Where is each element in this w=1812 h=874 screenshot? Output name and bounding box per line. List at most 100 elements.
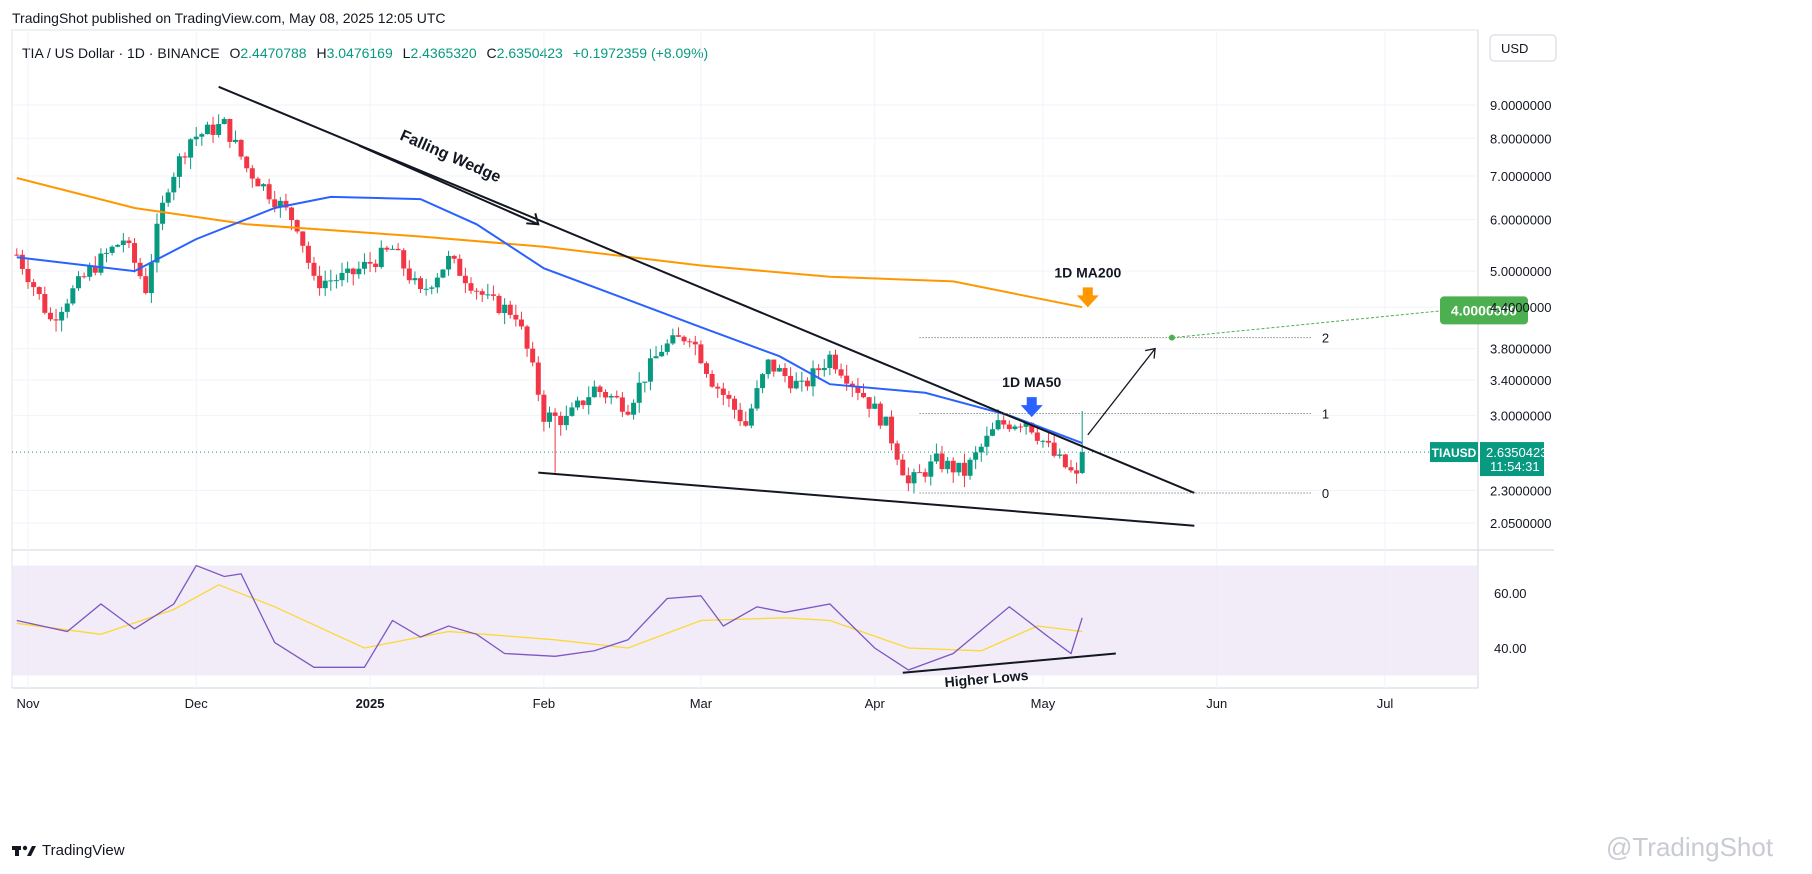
candle-body [687,341,693,343]
currency-button [1489,34,1557,62]
candle-body [283,200,289,208]
candle-body [249,168,255,179]
candle-body [210,124,216,135]
rsi-line [16,564,1083,671]
candle-body [631,402,637,415]
candle-body [1068,467,1074,471]
candle-body [603,391,609,398]
candle-body [917,472,923,474]
candle-body [530,348,536,363]
candle-body [928,461,934,477]
candle-body [591,386,597,398]
symbol-title[interactable]: TIA / US Dollar · 1D · BINANCE [22,45,220,61]
candle-body [681,336,687,342]
candle-body [70,288,76,304]
candle-body [98,253,104,273]
candle-body [1051,442,1057,456]
candle-body [911,472,917,484]
candle-body [261,184,267,187]
indicator-lines [12,177,1478,671]
candle-body [743,421,749,426]
price-tick-label: 3.0000000 [1490,408,1551,423]
time-tick-label: May [1031,696,1056,711]
low-value: 2.4365320 [410,45,477,61]
candle-body [894,443,900,460]
symbol-tag-label: TIAUSD [1432,446,1477,460]
candle-body [423,288,429,290]
candle-body [524,326,530,349]
candle-body [821,367,827,371]
candle-body [406,268,412,281]
candle-body [92,266,98,273]
rsi-ma-line [16,584,1083,652]
candle-body [490,294,496,296]
change-value: +0.1972359 (+8.09%) [572,45,709,61]
candle-body [160,202,166,224]
candle-body [754,388,760,409]
time-tick-label: Mar [690,696,713,711]
candle-body [457,258,463,276]
candle-body [474,290,480,292]
target-line [1171,309,1446,339]
candle-body [816,368,822,371]
candle-body [333,280,339,282]
candle-body [513,314,519,320]
rsi-pattern-label: Higher Lows [944,667,1029,690]
candle-body [872,403,878,409]
candle-body [216,124,222,135]
tradingview-logo[interactable]: TradingView [12,842,125,859]
candle-body [272,199,278,208]
candle-body [154,223,160,263]
low-label: L [402,45,411,61]
candle-body [468,283,474,291]
candle-body [518,319,524,327]
candle-body [659,351,665,357]
candle-body [232,139,238,142]
candle-body [1023,422,1029,427]
candle-body [277,200,283,208]
candle-body [120,240,126,245]
candle-body [586,397,592,406]
candle-body [939,453,945,470]
candle-body [317,275,323,289]
candle-body [827,354,833,368]
candle-body [373,263,379,268]
candle-body [737,409,743,422]
candle-body [664,343,670,352]
ma200-marker-arrow [1076,287,1099,308]
time-tick-label: Nov [16,696,40,711]
candle-body [25,268,31,283]
candle-body [558,415,564,426]
ma200-line [16,177,1083,309]
candle-body [14,254,20,256]
ma200-marker-label: 1D MA200 [1054,264,1121,280]
candle-body [608,396,614,398]
candle-body [950,460,956,473]
candle-body [782,368,788,376]
candle-body [670,335,676,344]
price-tick-label: 2.0500000 [1490,516,1551,531]
candle-body [345,268,351,273]
candle-body [726,394,732,399]
candle-body [440,269,446,278]
candle-body [776,368,782,372]
candle-body [507,304,513,315]
candle-body [311,262,317,276]
candle-body [647,358,653,382]
breakout-arrow [1087,348,1156,436]
candle-body [109,246,115,253]
candle-body [255,178,261,187]
countdown-label: 11:54:31 [1490,459,1540,474]
candle-body [877,403,883,426]
candle-body [715,386,721,389]
candle-body [978,446,984,453]
price-tick-label: 3.4000000 [1490,373,1551,388]
time-tick-label: 2025 [356,696,385,711]
candle-body [266,184,272,200]
candle-body [1018,426,1024,428]
candle-body [143,276,149,294]
candle-body [221,118,227,125]
candle-body [933,453,939,462]
candle-body [793,380,799,389]
